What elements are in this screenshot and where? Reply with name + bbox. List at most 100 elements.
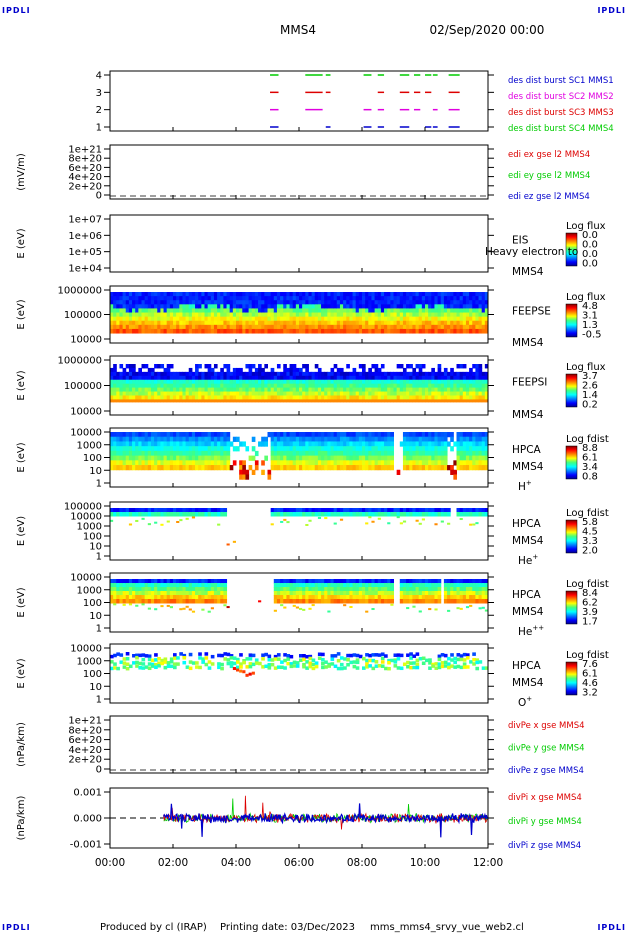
feepsi-cell (166, 371, 171, 377)
hpca-h-cell (377, 460, 382, 466)
hpca-hepp-cell (110, 587, 114, 592)
hpca-o-cell (248, 657, 253, 661)
hpca-h-cell (299, 441, 303, 447)
feepsi-ytick-label: 1000000 (57, 356, 102, 367)
hpca-hepp-cell (371, 583, 376, 588)
feepse-cell (418, 320, 423, 326)
hpca-hepp-cell (484, 579, 489, 584)
feepsi-cell (154, 383, 158, 389)
hpca-hepp-cell (343, 604, 347, 607)
hpca-hepp-cell (434, 608, 438, 611)
feepse-cell (248, 292, 253, 297)
hpca-h-cell (295, 465, 300, 471)
hpca-he-cell (352, 508, 357, 513)
hpca-hepp-cell (305, 595, 309, 600)
hpca-h-cell (387, 450, 391, 457)
feepsi-cell (280, 387, 284, 393)
feepse-cell (207, 328, 212, 334)
hpca-hepp-cell (425, 587, 429, 592)
hpca-h-cell (443, 441, 448, 447)
hpca-o-cell (437, 657, 442, 662)
hpca-o-cell (286, 661, 291, 666)
feepse-cell (179, 296, 183, 301)
feepsi-cell (462, 375, 467, 381)
feepsi-cell (302, 364, 306, 369)
feepse-cell (355, 316, 360, 322)
hpca-h-cell (299, 460, 303, 466)
hpca-hepp-cell (119, 587, 124, 592)
hpca-he-cell (132, 508, 136, 513)
hpca-hepp-cell (125, 599, 130, 604)
feepsi-cell (160, 375, 165, 381)
hpca-o-cell (478, 660, 483, 664)
feepsi-cell (308, 399, 313, 403)
feepse-cell (302, 300, 306, 305)
hpca-h-cell (450, 465, 454, 471)
feepse-cell (402, 296, 407, 301)
hpca-he-cell (169, 508, 174, 513)
feepse-cell (229, 316, 234, 322)
feepsi-cell (390, 395, 394, 400)
hpca-o-cell (242, 660, 246, 665)
hpca-h-cell (308, 446, 313, 452)
hpca-hepp-cell (150, 579, 155, 584)
hpca-h-cell (176, 450, 180, 457)
feepsi-cell (377, 391, 382, 396)
hpca-o-cell (365, 658, 369, 663)
hpca-h-cell (132, 432, 136, 438)
feepsi-cell (273, 371, 278, 377)
hpca-h-cell (160, 441, 165, 447)
hpca-h-cell (273, 441, 278, 447)
feepse-cell (239, 312, 243, 318)
hpca-he-cell (425, 508, 429, 513)
edi-e-ytick-label: 4e+20 (68, 172, 102, 183)
hpca-h-cell (437, 455, 442, 461)
hpca-hepp-cell (343, 587, 347, 592)
feepse-cell (390, 296, 394, 301)
hpca-hepp-cell (317, 583, 322, 588)
hpca-hepp-cell (390, 583, 394, 588)
hpca-hepp-cell (484, 609, 488, 612)
feepse-cell (346, 304, 350, 309)
feepsi-cell (437, 395, 442, 400)
hpca-h-cell (286, 465, 291, 471)
feepsi-cell (276, 375, 281, 381)
feepse-cell (302, 308, 306, 314)
feepsi-cell (311, 399, 316, 403)
hpca-h-cell (195, 436, 199, 442)
hpca-hepp-cell (462, 595, 467, 600)
feepse-cell (371, 324, 376, 330)
feepse-cell (396, 308, 401, 314)
feepsi-cell (374, 383, 379, 389)
feepsi-cell (305, 395, 309, 400)
hpca-he-cell (270, 523, 274, 526)
feepsi-cell (147, 371, 152, 377)
hpca-h-cell (374, 455, 379, 461)
hpca-hepp-cell (333, 599, 338, 604)
feepsi-cell (169, 383, 174, 389)
hpca-he-cell (443, 512, 448, 517)
hpca-he-cell (472, 512, 476, 517)
hpca-h-cell (311, 441, 316, 447)
feepsi-ytick-label: 100000 (64, 381, 102, 392)
hpca-o-cell (254, 661, 259, 665)
feepsi-cell (481, 391, 486, 396)
feepsi-cell (188, 371, 193, 377)
hpca-hepp-cell (147, 595, 152, 600)
feepse-cell (324, 308, 328, 314)
feepse-cell (135, 316, 139, 322)
hpca-hepp-cell (412, 583, 417, 588)
feepse-cell (201, 316, 205, 322)
feepsi-cell (110, 367, 114, 373)
hpca-o-cell (144, 654, 149, 658)
feepsi-cell (157, 395, 161, 400)
hpca-h-cell (355, 465, 360, 471)
hpca-h-cell (384, 436, 388, 442)
hpca-h-spacecraft: MMS4 (512, 461, 544, 473)
hpca-h-cell (402, 450, 407, 457)
hpca-o-cell (352, 664, 357, 669)
hpca-h-cell (267, 474, 272, 480)
feepse-cell (456, 308, 461, 314)
feepse-cell (368, 320, 372, 326)
hpca-h-cell (336, 460, 341, 466)
